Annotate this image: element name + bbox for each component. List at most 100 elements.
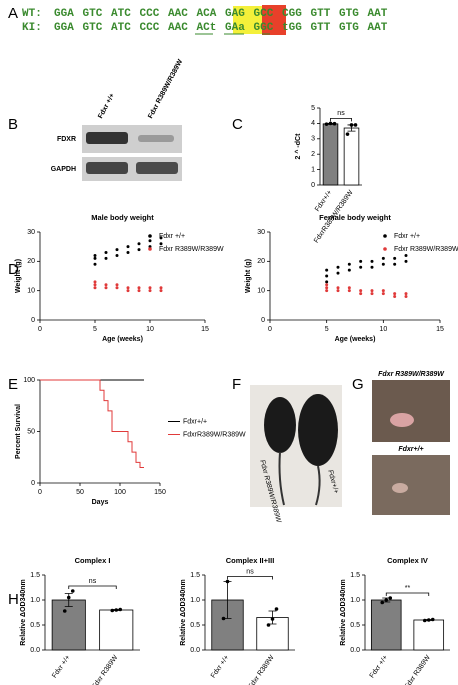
- legend-label: Fdxr R389W/R389W: [394, 246, 458, 253]
- panel-label: F: [232, 376, 241, 393]
- data-point: [381, 289, 385, 293]
- x-tick-label: 0: [268, 326, 272, 333]
- data-point: [159, 236, 163, 240]
- error-bar: [64, 593, 73, 607]
- row-label: GAPDH: [51, 166, 76, 173]
- data-point: [126, 245, 130, 249]
- codon: GGA: [54, 8, 74, 20]
- photo: [372, 455, 450, 515]
- annotation: **: [405, 585, 411, 592]
- codon: GAa: [225, 22, 245, 34]
- bar: [51, 599, 86, 651]
- data-point: [114, 608, 119, 612]
- data-point: [393, 262, 397, 266]
- codon: GGC: [254, 22, 274, 34]
- data-point: [336, 289, 340, 293]
- panel-label: D: [8, 261, 19, 278]
- y-tick-label: 1: [311, 166, 315, 173]
- y-tick-label: 0: [311, 182, 315, 189]
- y-label: Weight (g): [245, 259, 252, 293]
- sig-bracket: [68, 585, 117, 589]
- y-label: 2 ^ -dCt: [294, 133, 302, 160]
- photo-label: Fdxr R389W/R389W: [378, 371, 445, 378]
- y-tick-label: 0: [261, 317, 265, 324]
- x-tick-label: 5: [325, 326, 329, 333]
- data-point: [148, 239, 152, 243]
- data-point: [93, 286, 97, 290]
- data-point: [137, 289, 141, 293]
- data-point: [388, 596, 393, 600]
- data-point: [325, 283, 329, 287]
- bar: [370, 599, 402, 651]
- y-tick-label: 1.5: [350, 572, 360, 579]
- data-point: [393, 256, 397, 260]
- y-tick-label: 1.5: [30, 572, 40, 579]
- data-point: [393, 292, 397, 296]
- codon: tGG: [282, 22, 302, 34]
- photo: [372, 380, 450, 442]
- sig-bracket: [385, 592, 430, 596]
- data-point: [336, 286, 340, 290]
- legend-label: Fdxr +/+: [159, 233, 185, 240]
- chart-title: Complex I: [75, 556, 111, 565]
- data-point: [370, 289, 374, 293]
- data-point: [347, 289, 351, 293]
- chart-title: Male body weight: [91, 213, 154, 222]
- legend-label: Fdxr+/+: [183, 418, 207, 425]
- data-point: [393, 295, 397, 299]
- highlight: [233, 6, 265, 20]
- blot-band: [86, 132, 128, 144]
- data-point: [381, 292, 385, 296]
- y-tick-label: 0: [31, 317, 35, 324]
- data-point: [359, 292, 363, 296]
- row-label: FDXR: [57, 136, 76, 143]
- data-point: [126, 286, 130, 290]
- data-point: [404, 253, 408, 257]
- data-point: [70, 589, 75, 593]
- data-point: [328, 121, 333, 126]
- y-tick-label: 0.5: [350, 622, 360, 629]
- codon: GTT: [311, 8, 331, 20]
- data-point: [353, 123, 358, 127]
- x-tick-label: 10: [379, 326, 387, 333]
- codon: GGA: [54, 22, 74, 34]
- annotation: ns: [246, 568, 254, 575]
- y-label: Weight (g): [15, 259, 22, 293]
- x-tick-label: Fdxr +/+: [369, 654, 390, 679]
- y-tick-label: 50: [27, 428, 35, 435]
- data-point: [422, 618, 427, 623]
- codon: GTC: [83, 22, 103, 34]
- data-point: [325, 280, 329, 284]
- y-tick-label: 1.0: [190, 597, 200, 604]
- panel-label: C: [232, 116, 243, 133]
- data-point: [430, 617, 435, 622]
- data-point: [62, 609, 67, 613]
- codon: AAT: [368, 22, 388, 34]
- legend-label: Fdxr +/+: [394, 233, 420, 240]
- y-tick-label: 0.0: [30, 647, 40, 654]
- data-point: [325, 286, 329, 290]
- legend-marker: [148, 234, 152, 238]
- x-tick-label: Fdxr+/+: [314, 189, 334, 213]
- y-tick-label: 4: [311, 120, 315, 127]
- data-point: [325, 268, 329, 272]
- codon: AAC: [168, 8, 188, 20]
- panel-label: B: [8, 116, 18, 133]
- data-point: [404, 259, 408, 263]
- bar: [322, 123, 339, 186]
- data-point: [115, 248, 119, 252]
- seq-label: KI:: [22, 22, 42, 34]
- data-point: [336, 271, 340, 275]
- x-tick-label: 50: [76, 489, 84, 496]
- skin: [392, 483, 408, 493]
- legend-label: FdxrR389W/R389W: [183, 431, 246, 438]
- codon: ACA: [197, 8, 217, 20]
- data-point: [104, 286, 108, 290]
- y-tick-label: 0.0: [350, 647, 360, 654]
- data-point: [370, 259, 374, 263]
- panel-label: E: [8, 376, 18, 393]
- annotation: ns: [89, 578, 97, 585]
- y-tick-label: 2: [311, 151, 315, 158]
- codon: ACt: [197, 22, 217, 34]
- data-point: [332, 121, 337, 126]
